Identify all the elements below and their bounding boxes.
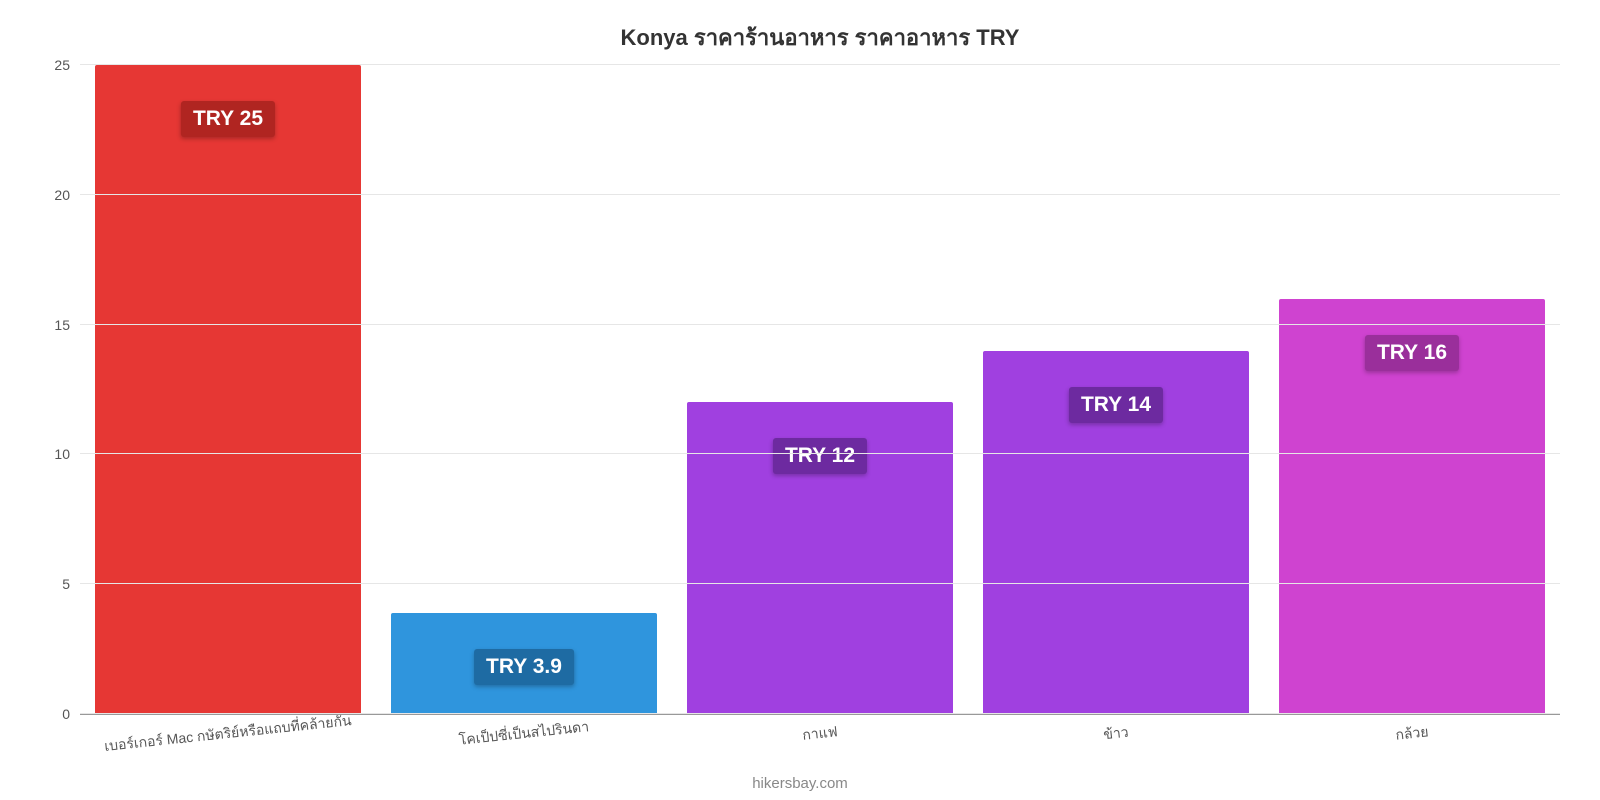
bar-value-label: TRY 14 — [1069, 387, 1163, 423]
bar-value-label: TRY 16 — [1365, 335, 1459, 371]
gridline — [80, 64, 1560, 65]
gridline — [80, 194, 1560, 195]
x-tick-label: ข้าว — [968, 708, 1265, 761]
x-tick-label: โคเป็ปซี่เป็นสไปรินดา — [376, 708, 673, 761]
bar-slot: TRY 12 — [672, 65, 968, 714]
gridline — [80, 324, 1560, 325]
y-tick-label: 0 — [62, 706, 80, 722]
bar-value-label: TRY 25 — [181, 101, 275, 137]
bar: TRY 16 — [1279, 299, 1545, 714]
bar: TRY 25 — [95, 65, 361, 714]
y-tick-label: 10 — [54, 446, 80, 462]
x-tick-label: เบอร์เกอร์ Mac กษัตริย์หรือแถบที่คล้ายกั… — [80, 708, 377, 761]
bar-value-label: TRY 3.9 — [474, 649, 574, 685]
bar-slot: TRY 16 — [1264, 65, 1560, 714]
plot-area: TRY 25TRY 3.9TRY 12TRY 14TRY 16 05101520… — [80, 65, 1560, 715]
x-tick-label: กล้วย — [1264, 708, 1561, 761]
gridline — [80, 453, 1560, 454]
bar: TRY 3.9 — [391, 613, 657, 714]
bar: TRY 14 — [983, 351, 1249, 714]
bar-value-label: TRY 12 — [773, 438, 867, 474]
gridline — [80, 583, 1560, 584]
x-tick-label: กาแฟ — [672, 708, 969, 761]
gridline — [80, 713, 1560, 714]
source-label: hikersbay.com — [0, 775, 1600, 792]
bar-slot: TRY 14 — [968, 65, 1264, 714]
bar-slot: TRY 25 — [80, 65, 376, 714]
y-tick-label: 20 — [54, 187, 80, 203]
bar-slot: TRY 3.9 — [376, 65, 672, 714]
bar: TRY 12 — [687, 402, 953, 714]
y-tick-label: 25 — [54, 57, 80, 73]
chart-title: Konya ราคาร้านอาหาร ราคาอาหาร TRY — [80, 20, 1560, 55]
x-axis-labels: เบอร์เกอร์ Mac กษัตริย์หรือแถบที่คล้ายกั… — [80, 723, 1560, 745]
bars-container: TRY 25 TRY 3.9 TRY 12 TRY 14 TRY 16 — [80, 65, 1560, 714]
y-tick-label: 15 — [54, 317, 80, 333]
chart-container: Konya ราคาร้านอาหาร ราคาอาหาร TRY TRY 25… — [0, 0, 1600, 800]
y-tick-label: 5 — [62, 576, 80, 592]
